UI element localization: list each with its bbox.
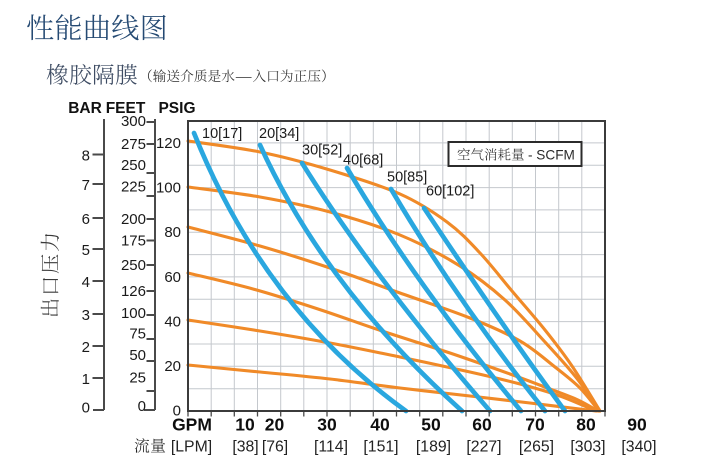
svg-text:8: 8 bbox=[82, 148, 90, 165]
svg-text:100: 100 bbox=[121, 305, 146, 322]
svg-text:50: 50 bbox=[129, 347, 146, 364]
svg-text:300: 300 bbox=[121, 113, 146, 130]
svg-text:1: 1 bbox=[82, 371, 90, 388]
svg-text:275: 275 bbox=[121, 136, 146, 153]
svg-text:70: 70 bbox=[525, 415, 545, 435]
svg-text:GPM: GPM bbox=[172, 415, 212, 435]
svg-text:[303]: [303] bbox=[570, 439, 605, 456]
svg-text:75: 75 bbox=[129, 326, 146, 343]
svg-text:250: 250 bbox=[121, 157, 146, 174]
svg-text:[76]: [76] bbox=[262, 439, 288, 456]
svg-text:60: 60 bbox=[472, 415, 492, 435]
svg-text:60[102]: 60[102] bbox=[426, 184, 474, 200]
svg-text:20[34]: 20[34] bbox=[259, 126, 299, 142]
svg-text:175: 175 bbox=[121, 233, 146, 250]
svg-text:80: 80 bbox=[576, 415, 596, 435]
svg-text:[114]: [114] bbox=[314, 439, 348, 456]
svg-text:60: 60 bbox=[164, 269, 181, 286]
svg-text:7: 7 bbox=[82, 177, 90, 194]
svg-text:3: 3 bbox=[82, 307, 90, 324]
svg-text:6: 6 bbox=[82, 211, 90, 228]
svg-text:2: 2 bbox=[82, 339, 90, 356]
svg-text:[LPM]: [LPM] bbox=[171, 439, 212, 456]
svg-text:120: 120 bbox=[156, 135, 181, 152]
svg-text:- SCFM: - SCFM bbox=[528, 148, 575, 163]
svg-text:BAR: BAR bbox=[68, 100, 102, 117]
svg-text:[340]: [340] bbox=[621, 439, 656, 456]
svg-text:10: 10 bbox=[235, 415, 255, 435]
svg-text:[189]: [189] bbox=[416, 439, 451, 456]
svg-text:80: 80 bbox=[164, 224, 181, 241]
svg-text:0: 0 bbox=[138, 398, 146, 415]
svg-text:[227]: [227] bbox=[466, 439, 501, 456]
svg-text:200: 200 bbox=[121, 211, 146, 228]
svg-text:126: 126 bbox=[121, 283, 146, 300]
svg-text:250: 250 bbox=[121, 257, 146, 274]
svg-text:225: 225 bbox=[121, 179, 146, 196]
svg-text:100: 100 bbox=[156, 180, 181, 197]
svg-text:0: 0 bbox=[173, 403, 181, 420]
svg-text:90: 90 bbox=[627, 415, 647, 435]
svg-text:PSIG: PSIG bbox=[158, 100, 195, 117]
svg-text:0: 0 bbox=[82, 400, 90, 417]
svg-text:50[85]: 50[85] bbox=[387, 170, 427, 186]
svg-text:40: 40 bbox=[164, 314, 181, 331]
svg-text:[38]: [38] bbox=[232, 439, 258, 456]
svg-text:5: 5 bbox=[82, 242, 90, 259]
svg-text:30[52]: 30[52] bbox=[302, 143, 342, 159]
svg-text:40: 40 bbox=[370, 415, 390, 435]
svg-text:25: 25 bbox=[129, 370, 146, 387]
svg-text:4: 4 bbox=[82, 274, 90, 291]
svg-text:30: 30 bbox=[317, 415, 337, 435]
svg-text:40[68]: 40[68] bbox=[343, 153, 383, 169]
svg-text:[151]: [151] bbox=[363, 439, 398, 456]
svg-text:[265]: [265] bbox=[519, 439, 554, 456]
svg-text:20: 20 bbox=[265, 415, 285, 435]
svg-text:50: 50 bbox=[421, 415, 441, 435]
svg-text:20: 20 bbox=[164, 358, 181, 375]
svg-text:10[17]: 10[17] bbox=[202, 126, 242, 142]
svg-text:FEET: FEET bbox=[106, 100, 146, 117]
